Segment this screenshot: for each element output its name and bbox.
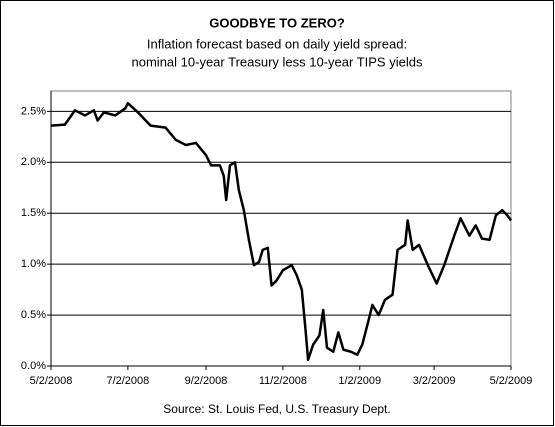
x-tick-label: 3/2/2009: [413, 375, 456, 387]
x-tick-label: 11/2/2008: [259, 375, 307, 387]
chart-subtitle: Inflation forecast based on daily yield …: [147, 36, 407, 51]
y-tick-label: 0.0%: [21, 360, 46, 372]
source-note: Source: St. Louis Fed, U.S. Treasury Dep…: [163, 402, 390, 416]
y-tick-label: 2.5%: [21, 105, 46, 117]
x-tick-label: 5/2/2009: [490, 375, 533, 387]
data-line: [50, 101, 513, 362]
chart-subtitle: nominal 10-year Treasury less 10-year TI…: [132, 54, 423, 69]
plot-area: [50, 90, 512, 367]
x-tick-label: 5/2/2008: [30, 375, 73, 387]
x-tick-label: 9/2/2008: [185, 375, 228, 387]
y-tick-label: 0.5%: [21, 309, 46, 321]
y-tick-label: 1.0%: [21, 258, 46, 270]
x-tick-label: 1/2/2009: [338, 375, 381, 387]
chart-title: GOODBYE TO ZERO?: [209, 15, 345, 30]
x-tick-label: 7/2/2008: [106, 375, 149, 387]
y-tick-label: 2.0%: [21, 156, 46, 168]
y-tick-label: 1.5%: [21, 207, 46, 219]
